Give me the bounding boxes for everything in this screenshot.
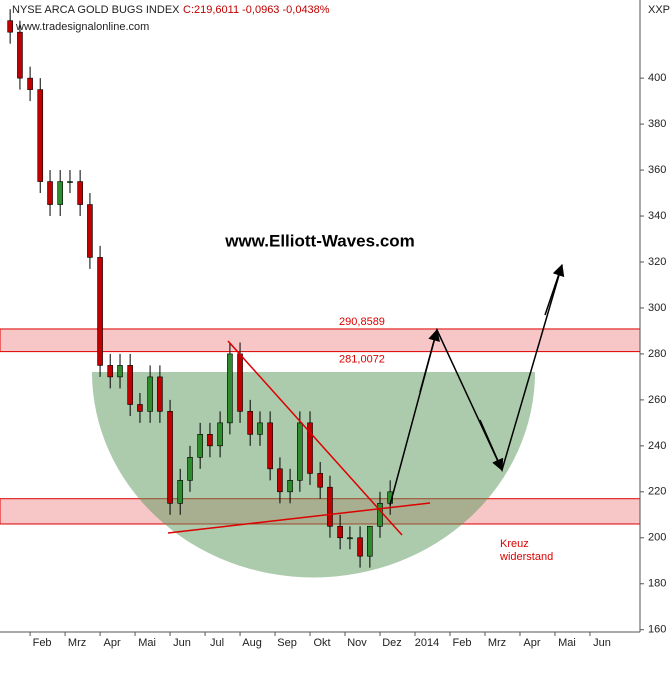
watermark: www.Elliott-Waves.com bbox=[224, 231, 415, 250]
candle-body bbox=[77, 181, 83, 205]
trend-line bbox=[167, 502, 431, 534]
source: www.tradesignalonline.com bbox=[15, 21, 149, 33]
trend-line bbox=[227, 340, 403, 536]
x-tick-label: Okt bbox=[313, 637, 330, 649]
y-tick-label: 380 bbox=[648, 118, 666, 130]
candle-body bbox=[127, 365, 133, 405]
y-tick-label: 240 bbox=[648, 440, 666, 452]
x-tick-label: Apr bbox=[104, 637, 121, 649]
y-tick-label: 160 bbox=[648, 624, 666, 636]
candle-body bbox=[7, 20, 13, 33]
candle-body bbox=[277, 468, 283, 493]
candle-body bbox=[17, 31, 23, 79]
x-tick-label: Jul bbox=[210, 637, 224, 649]
chart-title: NYSE ARCA GOLD BUGS INDEX bbox=[12, 4, 180, 16]
zone-label: 290,8589 bbox=[339, 316, 385, 328]
x-tick-label: Mrz bbox=[68, 637, 86, 649]
y-tick-label: 220 bbox=[648, 486, 666, 498]
x-tick-label: Sep bbox=[277, 637, 297, 649]
candle-body bbox=[47, 181, 53, 205]
candle-body bbox=[257, 422, 263, 435]
symbol: XXP bbox=[648, 4, 670, 16]
y-tick-label: 260 bbox=[648, 394, 666, 406]
x-tick-label: Feb bbox=[33, 637, 52, 649]
arrow bbox=[544, 263, 565, 316]
candle-body bbox=[197, 434, 203, 458]
candle-body bbox=[117, 365, 123, 378]
candle-body bbox=[87, 204, 93, 258]
candle-body bbox=[157, 376, 163, 412]
arrow bbox=[479, 419, 504, 472]
candle-body bbox=[297, 422, 303, 481]
candle-body bbox=[207, 434, 213, 447]
x-tick-label: Jun bbox=[593, 637, 611, 649]
x-tick-label: Apr bbox=[523, 637, 540, 649]
candle-body bbox=[267, 422, 273, 470]
x-tick-label: 2014 bbox=[415, 637, 439, 649]
candle-body bbox=[217, 422, 223, 447]
y-tick-label: 300 bbox=[648, 302, 666, 314]
candle-body bbox=[337, 525, 343, 539]
x-tick-label: Aug bbox=[242, 637, 262, 649]
x-tick-label: Mrz bbox=[488, 637, 506, 649]
y-tick-label: 340 bbox=[648, 210, 666, 222]
x-tick-label: Mai bbox=[138, 637, 156, 649]
x-tick-label: Mai bbox=[558, 637, 576, 649]
candle-body bbox=[327, 486, 333, 527]
candle-body bbox=[67, 181, 73, 183]
candle-body bbox=[97, 257, 103, 366]
y-tick-label: 360 bbox=[648, 164, 666, 176]
candle-body bbox=[167, 411, 173, 504]
y-tick-label: 400 bbox=[648, 72, 666, 84]
quote: C:219,6011 -0,0963 -0,0438% bbox=[183, 4, 330, 16]
candle-body bbox=[367, 525, 373, 557]
candle-body bbox=[227, 353, 233, 424]
candle-body bbox=[357, 537, 363, 557]
candle-body bbox=[147, 376, 153, 412]
candle-body bbox=[37, 89, 44, 182]
candle-body bbox=[317, 473, 323, 488]
candle-body bbox=[177, 480, 184, 504]
x-tick-label: Dez bbox=[382, 637, 402, 649]
zone-label: 281,0072 bbox=[339, 354, 385, 366]
candle-body bbox=[237, 353, 243, 412]
candle-body bbox=[377, 503, 383, 527]
candle-body bbox=[27, 77, 33, 90]
candle-body bbox=[287, 480, 293, 493]
x-tick-label: Feb bbox=[453, 637, 472, 649]
arrow bbox=[419, 328, 440, 393]
y-tick-label: 320 bbox=[648, 256, 666, 268]
y-tick-label: 180 bbox=[648, 578, 666, 590]
candle-body bbox=[107, 365, 114, 378]
x-tick-label: Jun bbox=[173, 637, 191, 649]
candle-body bbox=[307, 422, 313, 474]
zone bbox=[0, 328, 641, 353]
y-tick-label: 280 bbox=[648, 348, 666, 360]
candle-body bbox=[347, 537, 353, 540]
y-tick-label: 200 bbox=[648, 532, 666, 544]
candle-body bbox=[187, 457, 193, 481]
annotation: widerstand bbox=[499, 551, 553, 563]
bowl bbox=[92, 372, 535, 578]
x-tick-label: Nov bbox=[347, 637, 367, 649]
projection bbox=[389, 264, 563, 506]
candle-body bbox=[57, 181, 63, 205]
candle-body bbox=[247, 411, 253, 435]
annotation: Kreuz bbox=[500, 538, 529, 550]
candle-body bbox=[137, 404, 143, 412]
